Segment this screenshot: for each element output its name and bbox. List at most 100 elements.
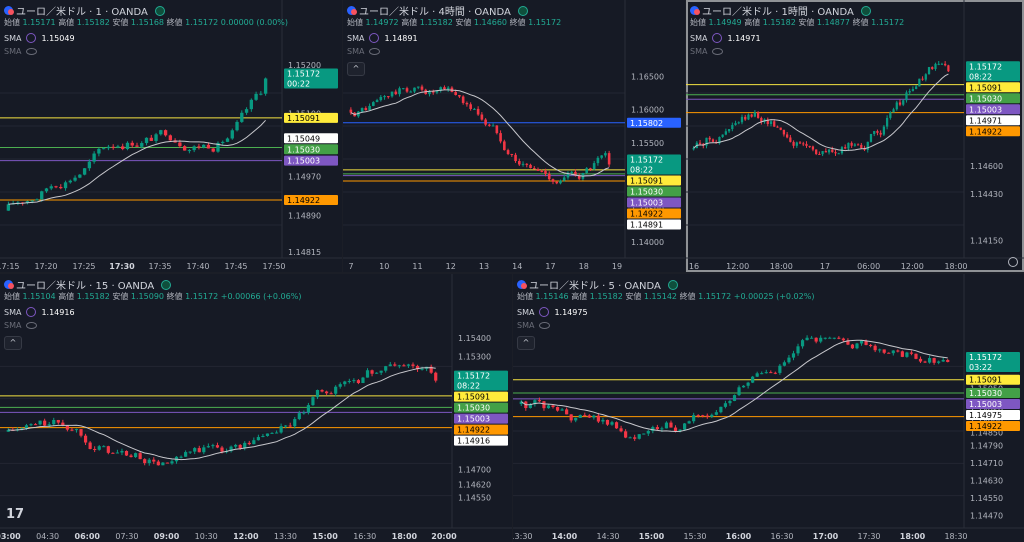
candle [465,102,469,105]
chart-panel-p1[interactable]: 1.152001.151001.149701.148901.148151.151… [0,0,342,272]
candle [510,153,514,155]
chart-canvas[interactable]: 1.152001.151001.149701.148901.148151.151… [0,0,342,272]
chart-canvas[interactable]: 1.150501.149501.149001.148501.147901.147… [513,274,1024,542]
candle [769,372,773,374]
candle [83,435,88,443]
hidden-eye-icon[interactable] [369,48,381,55]
hidden-eye-icon[interactable] [712,48,724,55]
candle [837,337,841,339]
chart-panel-p4[interactable]: 1.154001.153001.152001.147001.146201.145… [0,274,512,542]
svg-text:1.14971: 1.14971 [969,116,1002,125]
candle [651,427,655,431]
candle [895,102,898,110]
candle [134,453,138,458]
indicator-settings-icon[interactable] [539,307,550,317]
candle [238,444,242,449]
candle [368,105,371,111]
time-tick: 18:00 [770,262,793,271]
collapse-legend-button[interactable]: ^ [4,336,22,350]
collapse-legend-button[interactable]: ^ [347,62,365,76]
candle [405,88,409,92]
candle [536,169,540,171]
hidden-eye-icon[interactable] [26,322,38,329]
settings-icon[interactable] [1008,257,1018,267]
price-tick: 1.15500 [631,139,664,148]
price-tick: 1.15300 [458,353,491,362]
svg-text:1.15003: 1.15003 [969,400,1002,409]
candle [698,142,702,144]
candle [814,337,818,342]
chart-panel-p3[interactable]: 1.152001.146001.144301.141501.1517208:22… [686,0,1024,272]
chart-title[interactable]: ユーロ／米ドル · 1時間 · OANDA [690,3,871,18]
candle [388,364,392,367]
candle [551,179,555,182]
chart-title[interactable]: ユーロ／米ドル · 5 · OANDA [517,277,678,292]
candle [375,100,379,103]
candle [885,117,889,127]
hidden-eye-icon[interactable] [539,322,551,329]
time-tick: 18:00 [944,262,967,271]
candle [687,421,691,424]
candle [361,377,365,384]
price-tick: 1.14620 [458,480,491,489]
chart-panel-p5[interactable]: 1.150501.149501.149001.148501.147901.147… [513,274,1024,542]
indicator-sma-2[interactable]: SMA [4,47,38,56]
candle [898,102,902,105]
indicator-sma-1[interactable]: SMA 1.15049 [4,33,75,43]
price-tag: 1.15030 [454,402,508,413]
chart-title[interactable]: ユーロ／米ドル · 4時間 · OANDA [347,3,528,18]
price-tick: 1.14970 [288,173,321,182]
candle [869,133,873,142]
chart-canvas[interactable]: 1.165001.160001.155001.145001.140001.158… [343,0,685,272]
indicator-sma-1[interactable]: SMA 1.14975 [517,307,588,317]
indicator-sma-2[interactable]: SMA [690,47,724,56]
indicator-sma-1[interactable]: SMA 1.14916 [4,307,75,317]
candle [140,143,144,147]
candle [818,154,821,156]
candle [390,91,394,97]
sma-line [8,119,266,205]
indicator-settings-icon[interactable] [26,307,37,317]
candle [873,131,876,134]
indicator-settings-icon[interactable] [26,33,37,43]
ohlc-value: 1.15172 [185,18,219,27]
price-tag: 1.15003 [966,399,1020,410]
chart-title[interactable]: ユーロ／米ドル · 1 · OANDA [4,3,165,18]
indicator-sma-1[interactable]: SMA 1.14971 [690,33,761,43]
candle [528,404,532,409]
candle [855,343,859,349]
indicator-sma-2[interactable]: SMA [517,321,551,330]
candle [574,417,578,421]
symbol-title: ユーロ／米ドル · 15 · OANDA [16,281,155,292]
candle [47,424,51,426]
chart-canvas[interactable]: 1.154001.153001.152001.147001.146201.145… [0,274,512,542]
candle [879,132,882,135]
candle [52,420,56,425]
candle [740,116,744,123]
market-status-icon [667,279,678,290]
svg-text:1.14922: 1.14922 [969,127,1002,136]
indicator-settings-icon[interactable] [712,33,723,43]
candle [488,124,491,126]
chart-panel-p2[interactable]: 1.165001.160001.155001.145001.140001.158… [343,0,685,272]
candle [821,151,824,155]
chart-canvas[interactable]: 1.152001.146001.144301.141501.1517208:22… [686,0,1024,272]
candle [850,142,853,146]
indicator-sma-2[interactable]: SMA [347,47,381,56]
hidden-eye-icon[interactable] [26,48,38,55]
collapse-legend-button[interactable]: ^ [517,336,535,350]
indicator-sma-1[interactable]: SMA 1.14891 [347,33,418,43]
candle [293,419,297,427]
candle [746,382,750,386]
ohlc-label: 安値 [112,292,129,301]
chart-title[interactable]: ユーロ／米ドル · 15 · OANDA [4,277,172,292]
indicator-settings-icon[interactable] [369,33,380,43]
candle [882,126,886,135]
symbol-icon [347,6,357,15]
indicator-sma-2[interactable]: SMA [4,321,38,330]
ohlc-label: 始値 [4,292,20,301]
candle [911,89,915,92]
